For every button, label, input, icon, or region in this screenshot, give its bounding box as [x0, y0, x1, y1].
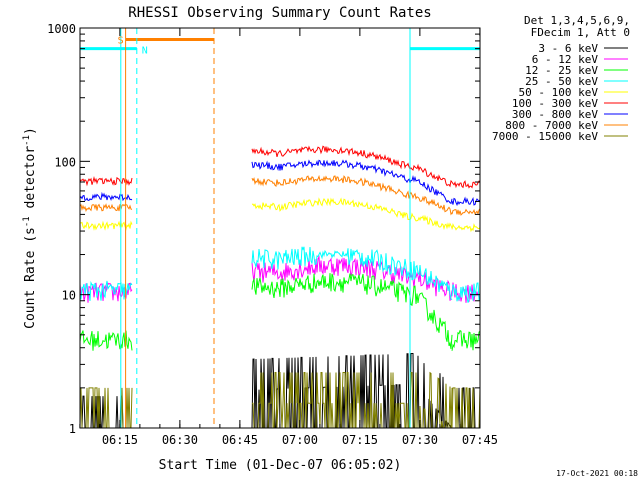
- legend-header-0: Det 1,3,4,5,6,9,: [524, 14, 630, 27]
- legend-label-3: 25 - 50 keV: [525, 75, 598, 88]
- legend-label-5: 100 - 300 keV: [512, 97, 598, 110]
- series-line-4-seg-2: [451, 223, 481, 233]
- x-tick-label-5: 07:30: [402, 433, 438, 447]
- series-line-7-seg-2: [451, 208, 481, 216]
- series-line-4-seg-0: [79, 220, 133, 231]
- night-label: N: [142, 46, 148, 57]
- legend-label-4: 50 - 100 keV: [519, 86, 599, 99]
- axis-ticks: 06:15 06:30 06:45 07:00 07:15 07:30 07:45 1 10 10…: [47, 22, 498, 447]
- x-tick-label-0: 06:15: [102, 433, 138, 447]
- series-line-2-seg-1: [251, 273, 453, 350]
- series-line-2-seg-0: [79, 330, 133, 351]
- series-line-5-seg-2: [451, 180, 481, 189]
- series-line-6-seg-0: [79, 191, 133, 202]
- x-tick-label-4: 07:15: [342, 433, 378, 447]
- y-tick-label-3: 1000: [47, 22, 76, 36]
- y-tick-label-2: 100: [54, 155, 76, 169]
- series-line-1-seg-1: [251, 254, 453, 301]
- legend-header-1: FDecim 1, Att 0: [531, 26, 630, 39]
- x-tick-label-6: 07:45: [462, 433, 498, 447]
- series-line-2-seg-2: [451, 329, 481, 351]
- chart-title: RHESSI Observing Summary Count Rates: [128, 5, 431, 21]
- series-line-7-seg-0: [79, 203, 133, 212]
- legend-label-2: 12 - 25 keV: [525, 64, 598, 77]
- footer-date: 17-Oct-2021 00:18: [556, 469, 638, 478]
- legend-label-6: 300 - 800 keV: [512, 108, 598, 121]
- x-tick-label-2: 06:45: [222, 433, 258, 447]
- series-line-3-seg-0: [79, 280, 133, 301]
- series-line-6-seg-1: [251, 159, 453, 205]
- series-line-7-seg-1: [251, 174, 453, 216]
- y-tick-label-1: 10: [62, 289, 76, 303]
- saa-label: S: [118, 35, 124, 46]
- series-line-5-seg-0: [79, 176, 133, 187]
- x-tick-label-3: 07:00: [282, 433, 318, 447]
- y-axis-label: Count Rate (s-1 detector-1): [22, 127, 38, 329]
- x-axis-label: Start Time (01-Dec-07 06:05:02): [159, 458, 402, 473]
- legend-label-1: 6 - 12 keV: [532, 53, 599, 66]
- series-line-4-seg-1: [251, 197, 453, 231]
- legend: Det 1,3,4,5,6,9,FDecim 1, Att 0 3 - 6 keV…: [492, 14, 630, 143]
- legend-label-0: 3 - 6 keV: [538, 42, 598, 55]
- legend-label-8: 7000 - 15000 keV: [492, 130, 598, 143]
- legend-label-7: 800 - 7000 keV: [505, 119, 598, 132]
- x-tick-label-1: 06:30: [162, 433, 198, 447]
- series-line-5-seg-1: [251, 145, 453, 188]
- series-line-3-seg-1: [251, 246, 453, 301]
- series-line-6-seg-2: [451, 196, 481, 207]
- y-tick-label-0: 1: [69, 422, 76, 436]
